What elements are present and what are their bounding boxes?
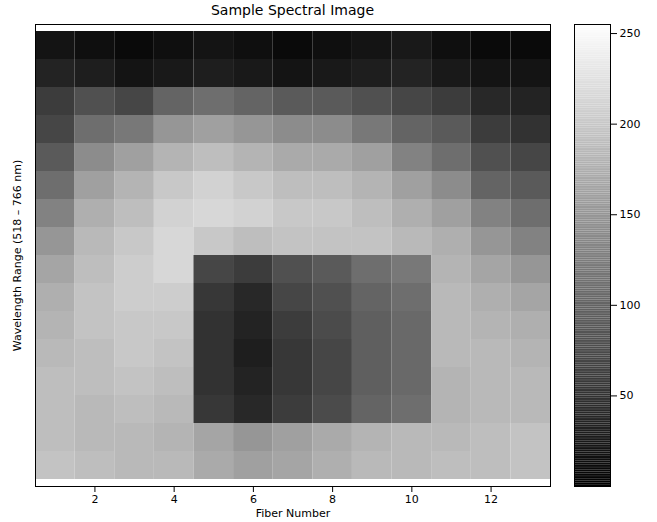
html-text:Sample Spectral Image: Sample Spectral Image: [211, 2, 374, 18]
svg-text:100: 100: [620, 299, 641, 312]
svg-text:8: 8: [329, 493, 336, 506]
svg-text:250: 250: [620, 27, 641, 40]
svg-text:10: 10: [405, 493, 419, 506]
svg-text:2: 2: [91, 493, 98, 506]
svg-text:6: 6: [250, 493, 257, 506]
svg-text:12: 12: [484, 493, 498, 506]
svg-text:Fiber Number: Fiber Number: [256, 507, 331, 520]
svg-text:4: 4: [171, 493, 178, 506]
svg-text:150: 150: [620, 208, 641, 221]
svg-text:50: 50: [620, 389, 634, 402]
svg-text:Wavelength Range (518 – 766 nm: Wavelength Range (518 – 766 nm): [11, 160, 24, 351]
svg-text:200: 200: [620, 118, 641, 131]
